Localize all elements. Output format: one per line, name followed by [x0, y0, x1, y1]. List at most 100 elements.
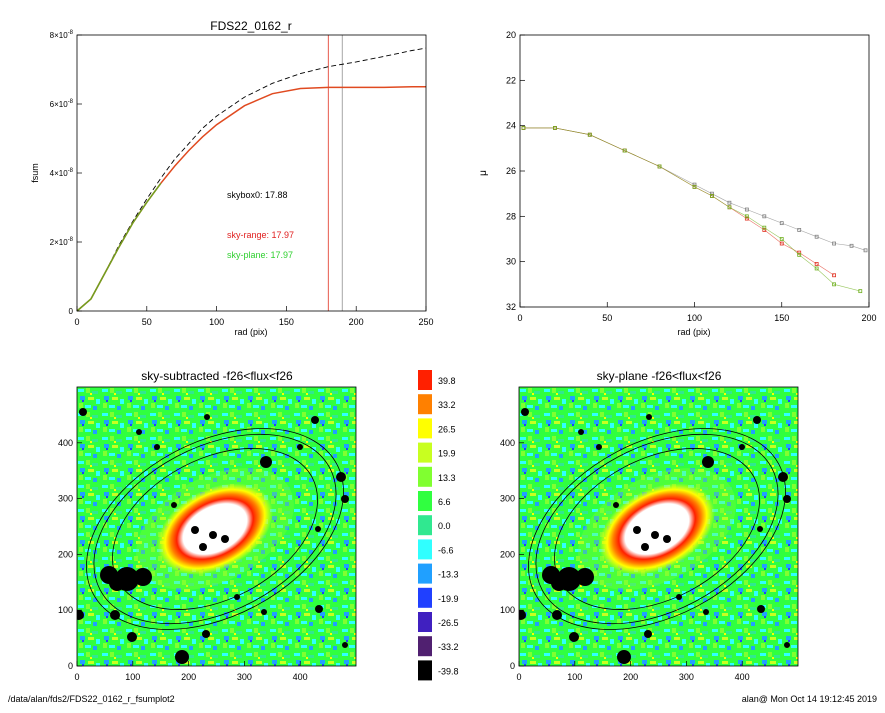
colorbar-swatch	[418, 370, 432, 390]
colorbar-label: -33.2	[438, 642, 459, 652]
x-axis-label: rad (pix)	[677, 327, 710, 337]
x-tick-label: 150	[774, 313, 789, 323]
y-axis-label: μ	[478, 170, 489, 176]
data-point	[832, 241, 836, 246]
x-tick-label: 250	[418, 317, 433, 327]
data-point	[587, 132, 592, 137]
panel-mu: 0 50 100 150 200 20 22 24 26 28 30 32 rad (pix) μ	[478, 30, 877, 337]
panel-sky-subtracted: sky-subtracted -f26<flux<f26 0 100 200 300 4…	[58, 369, 357, 682]
x-tick-label: 400	[293, 672, 308, 682]
x-tick-labels: 0 100 200 300 400	[74, 661, 308, 682]
annotation-text: sky-range: 17.97	[227, 230, 294, 240]
data-point	[762, 228, 767, 232]
x-tick-label: 0	[517, 313, 522, 323]
x-tick-label: 200	[181, 672, 196, 682]
colorbar-swatch	[418, 563, 432, 584]
data-point	[779, 241, 784, 246]
y-tick-label: 0	[510, 661, 515, 671]
y-tick-label: 4×10-8	[50, 168, 74, 178]
series-trace-2	[523, 127, 861, 292]
x-tick-labels: 0 50 100 150 200 250	[74, 306, 434, 327]
plot-area	[76, 35, 427, 312]
data-point	[814, 262, 819, 266]
y-tick-label: 24	[506, 121, 516, 131]
data-point	[814, 266, 819, 271]
y-tick-label: 22	[506, 75, 516, 85]
colorbar-label: 26.5	[438, 424, 456, 434]
data-point	[797, 252, 802, 257]
footer-stamp: alan@ Mon Oct 14 19:12:45 2019	[741, 694, 877, 704]
x-tick-label: 100	[125, 672, 140, 682]
data-point	[710, 194, 714, 198]
colorbar-label: 6.6	[438, 497, 451, 507]
data-point	[692, 182, 697, 187]
data-point	[832, 273, 836, 278]
annotation-text: skybox0: 17.88	[227, 190, 288, 200]
colorbar-swatch	[418, 539, 432, 560]
y-tick-label: 100	[500, 605, 515, 615]
data-point	[744, 216, 749, 221]
data-point	[744, 207, 749, 212]
x-tick-label: 200	[349, 317, 364, 327]
y-tick-label: 8×10-8	[50, 30, 74, 40]
colorbar-swatch	[418, 587, 432, 608]
y-tick-label: 26	[506, 166, 516, 176]
y-tick-label: 200	[500, 549, 515, 559]
colorbar-label: -26.5	[438, 618, 459, 628]
panel-fsum: FDS22_0162_r 0 50 100 150 200 250 0 2×10-8 4×10…	[30, 19, 434, 337]
data-point	[779, 237, 784, 241]
x-axis-label: rad (pix)	[234, 327, 267, 337]
image-frame	[76, 386, 357, 667]
colorbar-label: -19.9	[438, 594, 459, 604]
y-tick-label: 200	[58, 549, 73, 559]
y-tick-label: 400	[58, 438, 73, 448]
x-tick-label: 100	[209, 317, 224, 327]
y-tick-label: 400	[500, 438, 515, 448]
data-point	[744, 214, 749, 219]
chart-title: sky-plane -f26<flux<f26	[597, 369, 722, 383]
y-tick-label: 28	[506, 211, 516, 221]
colorbar-swatch	[418, 660, 432, 681]
x-tick-label: 50	[142, 317, 152, 327]
data-point	[727, 205, 732, 210]
series-trace-1	[523, 127, 835, 276]
galaxy-core	[157, 483, 273, 575]
plot-frame	[76, 34, 427, 312]
y-tick-labels: 0 100 200 300 400	[500, 438, 524, 671]
series-line-0	[76, 47, 427, 312]
colorbar-label: 19.9	[438, 449, 456, 459]
x-tick-labels: 0 50 100 150 200	[517, 302, 877, 323]
colorbar-label: -13.3	[438, 570, 459, 580]
y-tick-label: 300	[58, 494, 73, 504]
colorbar-swatch	[418, 394, 432, 415]
chart-title: FDS22_0162_r	[210, 19, 291, 33]
colorbar-label: -39.8	[438, 666, 459, 676]
data-point	[553, 126, 557, 130]
x-tick-label: 0	[516, 672, 521, 682]
apertures	[86, 428, 344, 630]
series-line-2	[76, 182, 162, 312]
data-point	[521, 126, 526, 130]
data-point	[779, 221, 784, 226]
colorbar-swatch	[418, 515, 432, 536]
data-point	[797, 228, 802, 232]
apertures	[528, 428, 786, 630]
colorbar-swatch	[418, 466, 432, 487]
data-point	[710, 191, 714, 196]
x-tick-label: 100	[687, 313, 702, 323]
colorbar: 39.8 33.2 26.5 19.9 13.3 6.6 0.0 -6.6 -13.3 -19.9…	[418, 370, 459, 681]
plot-frame	[519, 34, 870, 308]
image-frame	[518, 386, 799, 667]
colorbar-label: 39.8	[438, 376, 456, 386]
image-area	[77, 387, 356, 666]
data-point	[727, 200, 732, 205]
x-tick-label: 200	[623, 672, 638, 682]
colorbar-swatch	[418, 636, 432, 657]
x-tick-label: 300	[679, 672, 694, 682]
y-tick-label: 100	[58, 605, 73, 615]
x-tick-label: 300	[237, 672, 252, 682]
colorbar-label: 33.2	[438, 400, 456, 410]
y-tick-labels: 0 2×10-8 4×10-8 6×10-8 8×10-8	[50, 30, 82, 316]
x-tick-label: 0	[74, 672, 79, 682]
